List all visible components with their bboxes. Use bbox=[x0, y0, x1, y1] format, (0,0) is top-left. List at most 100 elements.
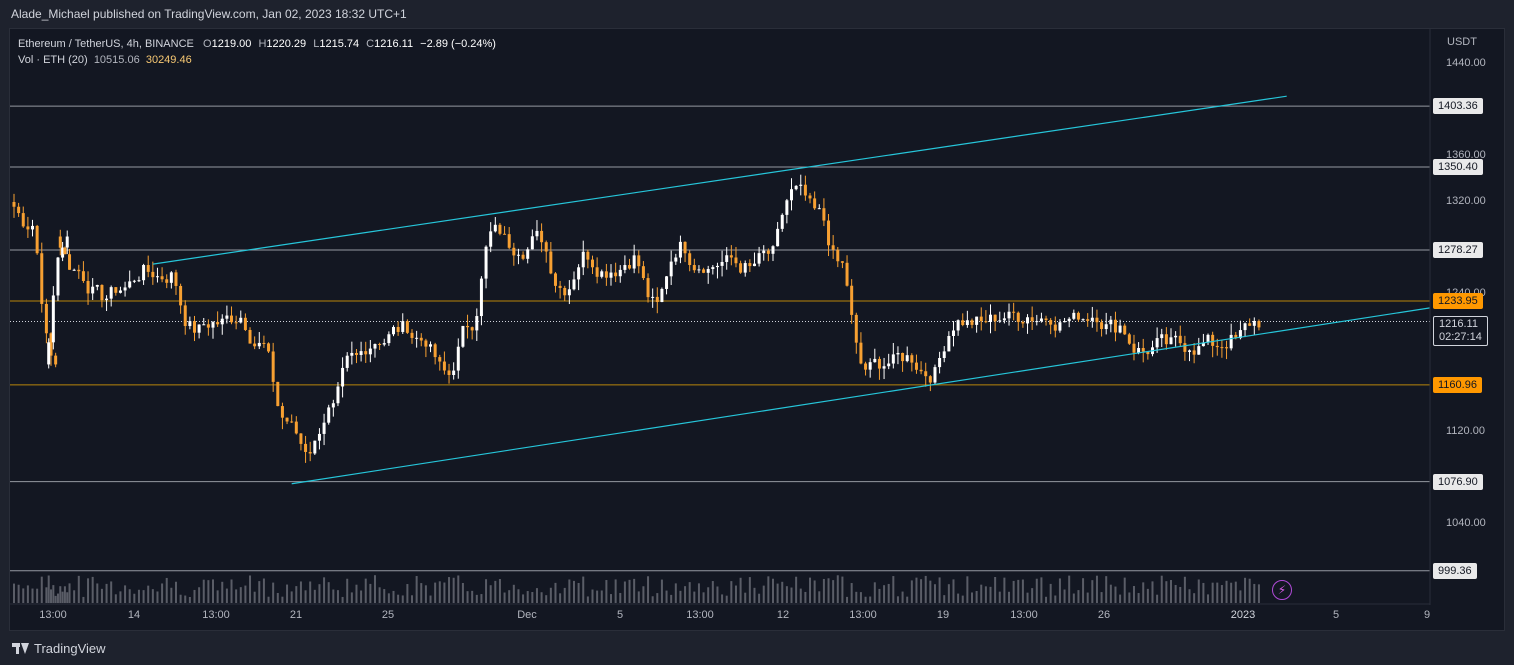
candle-body bbox=[49, 333, 53, 356]
volume-bar bbox=[651, 596, 654, 603]
volume-bar bbox=[52, 585, 55, 603]
lightning-icon[interactable]: ⚡ bbox=[1272, 580, 1292, 600]
candle-body bbox=[808, 195, 812, 199]
candle-body bbox=[192, 321, 196, 333]
volume-bar bbox=[355, 584, 358, 603]
candle-body bbox=[91, 286, 95, 294]
volume-bar bbox=[96, 583, 99, 603]
volume-bar bbox=[212, 579, 215, 603]
lower-channel-trendline bbox=[291, 307, 1431, 485]
candle-body bbox=[891, 354, 895, 364]
legend: Ethereum / TetherUS, 4h, BINANCE O1219.0… bbox=[18, 36, 496, 68]
volume-row: Vol · ETH (20) 10515.06 30249.46 bbox=[18, 52, 496, 68]
upper-channel-trendline bbox=[152, 95, 1287, 265]
volume-bar bbox=[1095, 575, 1098, 603]
tradingview-brand[interactable]: TradingView bbox=[12, 641, 106, 656]
candle-body bbox=[1220, 347, 1224, 349]
volume-bar bbox=[276, 592, 279, 603]
candle-body bbox=[896, 352, 900, 355]
candle-body bbox=[1095, 317, 1099, 323]
publisher-info: Alade_Michael published on TradingView.c… bbox=[11, 7, 407, 21]
volume-bar bbox=[1183, 576, 1186, 603]
volume-bar bbox=[582, 576, 585, 603]
volume-bar bbox=[327, 582, 330, 603]
volume-bar bbox=[1160, 575, 1163, 603]
high-label: H bbox=[258, 38, 267, 50]
volume-bar bbox=[1248, 578, 1251, 603]
candle-body bbox=[989, 314, 993, 323]
candle-body bbox=[271, 351, 275, 382]
volume-bar bbox=[406, 584, 409, 603]
volume-bar bbox=[938, 577, 941, 603]
volume-label[interactable]: Vol · ETH (20) bbox=[18, 54, 88, 66]
candle-body bbox=[137, 280, 141, 282]
volume-bar bbox=[253, 591, 256, 603]
candle-body bbox=[475, 316, 479, 331]
candle-body bbox=[706, 269, 710, 273]
volume-bar bbox=[50, 589, 53, 603]
currency-unit[interactable]: USDT bbox=[1447, 36, 1477, 48]
volume-bar bbox=[1142, 582, 1145, 603]
candle-body bbox=[132, 280, 136, 282]
volume-bar bbox=[776, 583, 779, 603]
horizontal-levels[interactable] bbox=[10, 105, 1430, 572]
volume-bar bbox=[1132, 586, 1135, 603]
time-tick-label: 13:00 bbox=[39, 609, 67, 621]
candle-body bbox=[1248, 323, 1252, 326]
candle-body bbox=[813, 198, 817, 209]
candle-body bbox=[304, 443, 308, 452]
candle-body bbox=[683, 241, 687, 254]
candle-body bbox=[100, 284, 104, 301]
candle-body bbox=[1169, 337, 1173, 345]
volume-bar bbox=[45, 587, 48, 603]
candle-body bbox=[447, 370, 451, 375]
candle-body bbox=[553, 273, 557, 286]
volume-bar bbox=[22, 588, 25, 603]
candle-body bbox=[123, 287, 127, 291]
volume-bar bbox=[966, 576, 969, 603]
volume-bar bbox=[318, 584, 321, 603]
volume-bar bbox=[679, 590, 682, 603]
volume-bar bbox=[174, 581, 177, 603]
candle-body bbox=[549, 251, 553, 274]
candle-body bbox=[1257, 320, 1261, 328]
candle-body bbox=[928, 376, 932, 383]
volume-bar bbox=[290, 591, 293, 603]
candle-body bbox=[905, 355, 909, 362]
volume-bar bbox=[346, 578, 349, 603]
candle-body bbox=[299, 433, 303, 444]
candle-body bbox=[317, 433, 321, 441]
volume-bar bbox=[411, 595, 414, 603]
volume-bar bbox=[693, 591, 696, 603]
volume-bar bbox=[31, 588, 34, 603]
volume-bar bbox=[771, 578, 774, 603]
volume-bar bbox=[239, 587, 242, 603]
candle-body bbox=[586, 251, 590, 260]
volume-bar bbox=[364, 578, 367, 603]
volume-bar bbox=[952, 579, 955, 603]
volume-bar bbox=[822, 578, 825, 603]
candle-body bbox=[757, 253, 761, 264]
volume-bar bbox=[1170, 580, 1172, 603]
trendlines[interactable] bbox=[152, 95, 1431, 485]
candle-body bbox=[1049, 320, 1053, 325]
volume-bar bbox=[100, 588, 103, 603]
candle-body bbox=[155, 276, 159, 278]
volume-bar bbox=[957, 593, 960, 603]
candle-body bbox=[72, 269, 76, 271]
symbol-label[interactable]: Ethereum / TetherUS, 4h, BINANCE bbox=[18, 38, 194, 50]
level-tag: 1233.95 bbox=[1433, 292, 1483, 309]
candle-body bbox=[248, 329, 252, 344]
chart-frame[interactable] bbox=[9, 28, 1505, 631]
volume-bar bbox=[1137, 593, 1140, 603]
candle-body bbox=[507, 234, 511, 248]
volume-bar bbox=[896, 596, 899, 603]
volume-bar bbox=[165, 577, 168, 603]
volume-bar bbox=[846, 596, 849, 603]
candle-body bbox=[56, 257, 60, 296]
candle-body bbox=[535, 230, 539, 237]
volume-bar bbox=[392, 590, 395, 603]
volume-bar bbox=[68, 583, 71, 603]
candle-body bbox=[558, 285, 562, 288]
